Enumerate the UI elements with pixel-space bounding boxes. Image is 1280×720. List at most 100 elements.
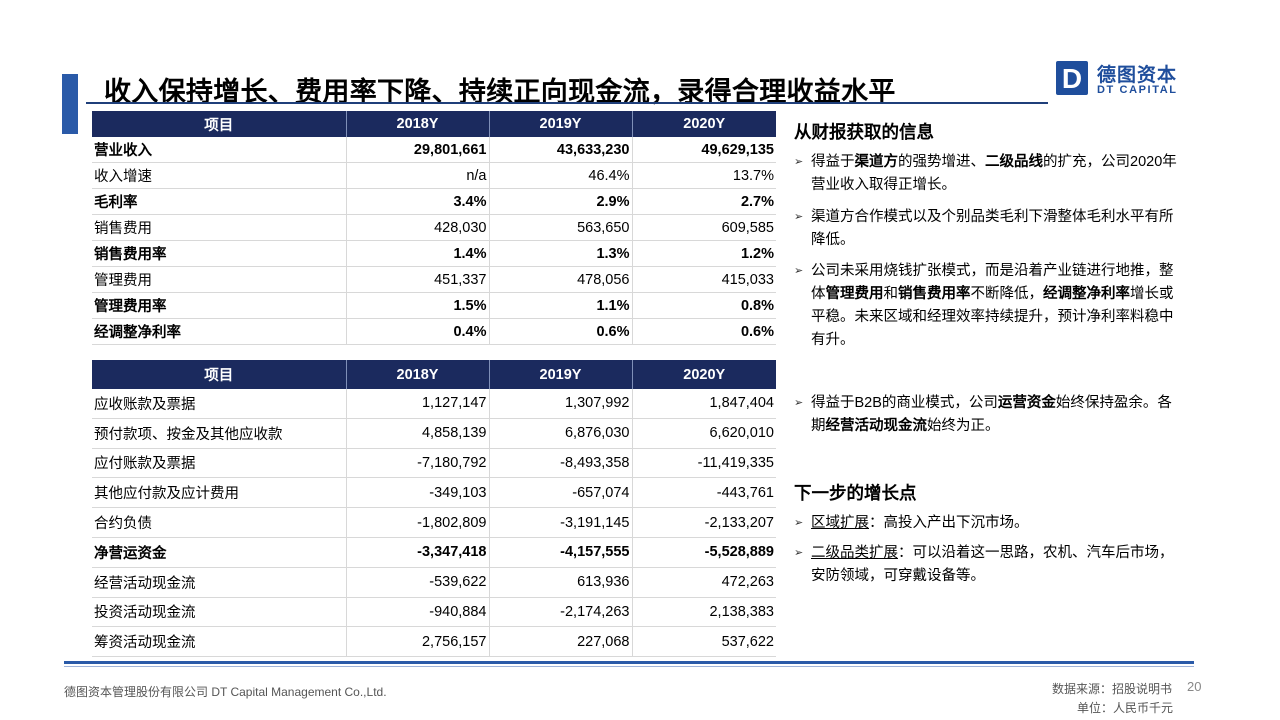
row-value: 451,337	[346, 266, 490, 293]
row-value: -2,174,263	[489, 597, 633, 628]
row-value: 13.7%	[632, 162, 776, 189]
header-2019: 2019Y	[489, 360, 633, 389]
row-value: 2,138,383	[632, 597, 776, 628]
table-row: 合约负债 -1,802,809 -3,191,145 -2,133,207	[92, 507, 776, 538]
row-value: 428,030	[346, 214, 490, 241]
table-row: 销售费用 428,030 563,650 609,585	[92, 214, 776, 241]
table-row: 投资活动现金流 -940,884 -2,174,263 2,138,383	[92, 597, 776, 628]
table-row: 经营活动现金流 -539,622 613,936 472,263	[92, 567, 776, 598]
row-label: 应付账款及票据	[92, 448, 347, 479]
row-value: 0.8%	[632, 292, 776, 319]
footer-unit: 单位：人民币千元	[1077, 701, 1174, 715]
row-label: 销售费用率	[92, 240, 347, 267]
row-label: 预付款项、按金及其他应收款	[92, 418, 347, 449]
row-value: -2,133,207	[632, 507, 776, 538]
row-value: -940,884	[346, 597, 490, 628]
row-label: 经调整净利率	[92, 318, 347, 345]
row-value: 478,056	[489, 266, 633, 293]
bullet-item: ➢ 得益于B2B的商业模式，公司运营资金始终保持盈余。各期经营活动现金流始终为正…	[794, 392, 1186, 438]
row-label: 管理费用率	[92, 292, 347, 319]
row-label: 投资活动现金流	[92, 597, 347, 628]
row-value: -539,622	[346, 567, 490, 598]
row-value: -11,419,335	[632, 448, 776, 479]
arrow-bullet-icon: ➢	[794, 156, 804, 168]
table-row: 管理费用率 1.5% 1.1% 0.8%	[92, 292, 776, 319]
title-accent-bar	[62, 74, 78, 134]
table-row: 预付款项、按金及其他应收款 4,858,139 6,876,030 6,620,010	[92, 418, 776, 449]
row-value: -3,191,145	[489, 507, 633, 538]
table-row: 经调整净利率 0.4% 0.6% 0.6%	[92, 318, 776, 345]
row-value: 1,307,992	[489, 389, 633, 419]
row-label: 应收账款及票据	[92, 389, 347, 419]
row-value: 29,801,661	[346, 137, 490, 163]
arrow-bullet-icon: ➢	[794, 517, 804, 529]
row-value: 6,620,010	[632, 418, 776, 449]
arrow-bullet-icon: ➢	[794, 547, 804, 559]
header-2018: 2018Y	[346, 360, 490, 389]
table-row: 筹资活动现金流 2,756,157 227,068 537,622	[92, 626, 776, 658]
row-value: 2.7%	[632, 188, 776, 215]
dt-logo-icon: D	[1056, 61, 1088, 95]
row-value: 2,756,157	[346, 626, 490, 658]
row-label: 净营运资金	[92, 537, 347, 568]
row-label: 毛利率	[92, 188, 347, 215]
row-label: 合约负债	[92, 507, 347, 538]
row-value: -4,157,555	[489, 537, 633, 568]
arrow-bullet-icon: ➢	[794, 265, 804, 277]
bullet-item: ➢ 公司未采用烧钱扩张模式，而是沿着产业链进行地推，整体管理费用和销售费用率不断…	[794, 260, 1186, 352]
row-label: 营业收入	[92, 137, 347, 163]
logo-name-en: DT CAPITAL	[1097, 84, 1178, 96]
row-value: -3,347,418	[346, 537, 490, 568]
row-value: n/a	[346, 162, 490, 189]
row-label: 其他应付款及应计费用	[92, 477, 347, 509]
row-label: 收入增速	[92, 162, 347, 189]
row-value: 46.4%	[489, 162, 633, 189]
header-2020: 2020Y	[632, 360, 776, 389]
row-value: 49,629,135	[632, 137, 776, 163]
header-2020: 2020Y	[632, 111, 776, 137]
header-2018: 2018Y	[346, 111, 490, 137]
row-value: 0.6%	[632, 318, 776, 345]
row-value: -7,180,792	[346, 448, 490, 479]
section-heading-growth: 下一步的增长点	[794, 483, 917, 503]
row-label: 管理费用	[92, 266, 347, 293]
page-number: 20	[1187, 679, 1202, 694]
table-row: 销售费用率 1.4% 1.3% 1.2%	[92, 240, 776, 267]
row-value: 1.4%	[346, 240, 490, 267]
row-value: 472,263	[632, 567, 776, 598]
row-value: 6,876,030	[489, 418, 633, 449]
working-capital-table: 项目 2018Y 2019Y 2020Y 应收账款及票据 1,127,147 1,3…	[92, 360, 776, 658]
arrow-bullet-icon: ➢	[794, 211, 804, 223]
row-value: 227,068	[489, 626, 633, 658]
table-header-row: 项目 2018Y 2019Y 2020Y	[92, 111, 776, 137]
title-underline	[86, 102, 1048, 104]
footer-divider-thin	[64, 666, 1194, 667]
row-value: -5,528,889	[632, 537, 776, 568]
row-value: 563,650	[489, 214, 633, 241]
bullet-item: ➢ 得益于渠道方的强势增进、二级品线的扩充，公司2020年营业收入取得正增长。	[794, 151, 1186, 197]
table-row: 收入增速 n/a 46.4% 13.7%	[92, 162, 776, 189]
table-row: 毛利率 3.4% 2.9% 2.7%	[92, 188, 776, 215]
row-value: 0.4%	[346, 318, 490, 345]
row-value: 1.3%	[489, 240, 633, 267]
income-table: 项目 2018Y 2019Y 2020Y 营业收入 29,801,661 43,63…	[92, 111, 776, 345]
table-header-row: 项目 2018Y 2019Y 2020Y	[92, 360, 776, 389]
row-value: 4,858,139	[346, 418, 490, 449]
table-row: 净营运资金 -3,347,418 -4,157,555 -5,528,889	[92, 537, 776, 568]
table-row: 其他应付款及应计费用 -349,103 -657,074 -443,761	[92, 477, 776, 509]
row-value: 43,633,230	[489, 137, 633, 163]
row-value: 1.5%	[346, 292, 490, 319]
row-value: 3.4%	[346, 188, 490, 215]
row-value: 609,585	[632, 214, 776, 241]
row-value: -443,761	[632, 477, 776, 509]
table-row: 应收账款及票据 1,127,147 1,307,992 1,847,404	[92, 389, 776, 419]
row-label: 筹资活动现金流	[92, 626, 347, 658]
header-item: 项目	[92, 111, 347, 137]
row-label: 经营活动现金流	[92, 567, 347, 598]
footer-source: 数据来源：招股说明书	[1052, 682, 1173, 696]
row-value: 2.9%	[489, 188, 633, 215]
row-value: 1,127,147	[346, 389, 490, 419]
footer-company: 德图资本管理股份有限公司 DT Capital Management Co.,L…	[64, 685, 387, 699]
table-row: 管理费用 451,337 478,056 415,033	[92, 266, 776, 293]
bullet-item: ➢ 渠道方合作模式以及个别品类毛利下滑整体毛利水平有所降低。	[794, 206, 1186, 252]
